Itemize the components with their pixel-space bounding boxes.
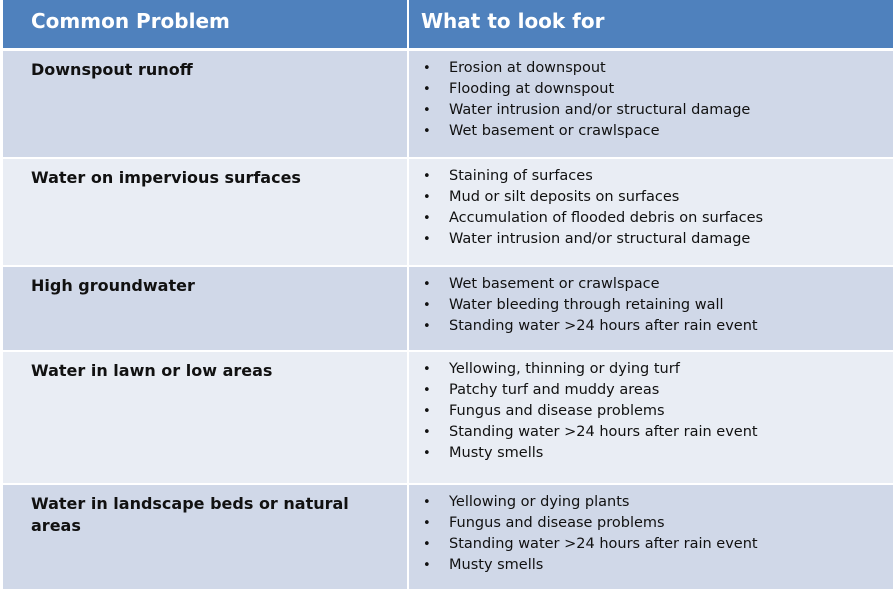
list-item-text: Yellowing, thinning or dying turf [449, 361, 680, 377]
list-item: • Yellowing or dying plants [423, 492, 893, 513]
bullet-icon: • [423, 60, 431, 76]
bullet-icon: • [423, 190, 431, 205]
bullet-icon: • [423, 362, 431, 377]
problem-cell: High groundwater [3, 266, 409, 352]
list-item: • Water intrusion and/or structural damag… [423, 229, 893, 250]
look-for-list: • Staining of surfaces • Mud or silt depos… [409, 159, 893, 250]
list-item-text: Staining of surfaces [449, 168, 593, 184]
list-item: • Fungus and disease problems [423, 401, 893, 422]
list-item-text: Flooding at downspout [449, 80, 615, 97]
table-row: High groundwater • Wet basement or crawls… [3, 266, 894, 352]
bullet-icon: • [423, 123, 431, 139]
list-item-text: Water bleeding through retaining wall [449, 297, 724, 313]
list-item: • Standing water >24 hours after rain eve… [423, 534, 893, 555]
bullet-icon: • [423, 446, 431, 461]
problem-label: Water on impervious surfaces [31, 168, 301, 187]
bullet-icon: • [423, 425, 431, 440]
bullet-icon: • [423, 232, 431, 247]
look-for-list: • Erosion at downspout • Flooding at downs… [409, 51, 893, 142]
list-item-text: Standing water >24 hours after rain even… [449, 318, 758, 334]
problems-table-frame: Common Problem What to look for Downspou… [3, 0, 894, 590]
problem-cell: Water on impervious surfaces [3, 158, 409, 267]
header-common-problem: Common Problem [3, 0, 409, 51]
bullet-icon: • [423, 298, 431, 313]
bullet-icon: • [423, 211, 431, 226]
list-item: • Musty smells [423, 555, 893, 576]
list-item: • Staining of surfaces [423, 166, 893, 187]
list-item-text: Fungus and disease problems [449, 403, 665, 419]
problem-cell: Water in landscape beds or natural areas [3, 484, 409, 590]
bullet-icon: • [423, 383, 431, 398]
list-item-text: Wet basement or crawlspace [449, 122, 660, 139]
bullet-icon: • [423, 277, 431, 292]
problem-label: Downspout runoff [31, 59, 193, 79]
list-item: • Water intrusion and/or structural damag… [423, 100, 893, 121]
problem-label: High groundwater [31, 276, 195, 295]
list-item-text: Erosion at downspout [449, 59, 606, 76]
table-row: Water in landscape beds or natural areas… [3, 484, 894, 590]
problem-cell: Water in lawn or low areas [3, 351, 409, 485]
table-row: Water in lawn or low areas • Yellowing, t… [3, 351, 894, 485]
look-for-cell: • Staining of surfaces • Mud or silt depos… [408, 158, 894, 267]
list-item: • Wet basement or crawlspace [423, 274, 893, 295]
list-item-text: Mud or silt deposits on surfaces [449, 189, 680, 205]
list-item: • Mud or silt deposits on surfaces [423, 187, 893, 208]
list-item-text: Wet basement or crawlspace [449, 276, 660, 292]
look-for-list: • Yellowing, thinning or dying turf • Patc… [409, 352, 893, 464]
bullet-icon: • [423, 516, 431, 531]
list-item-text: Standing water >24 hours after rain even… [449, 424, 758, 440]
list-item: • Standing water >24 hours after rain eve… [423, 422, 893, 443]
list-item: • Wet basement or crawlspace [423, 121, 893, 142]
problem-label: Water in landscape beds or natural areas [31, 494, 349, 535]
list-item: • Flooding at downspout [423, 79, 893, 100]
list-item-text: Yellowing or dying plants [449, 494, 630, 510]
table-row: Downspout runoff • Erosion at downspout •… [3, 49, 894, 159]
look-for-cell: • Erosion at downspout • Flooding at downs… [408, 49, 894, 159]
table-header-row: Common Problem What to look for [3, 0, 894, 51]
bullet-icon: • [423, 81, 431, 97]
problems-table: Common Problem What to look for Downspou… [3, 0, 894, 590]
look-for-cell: • Wet basement or crawlspace • Water bleed… [408, 266, 894, 352]
list-item: • Standing water >24 hours after rain eve… [423, 316, 893, 337]
list-item-text: Water intrusion and/or structural damage [449, 101, 751, 118]
bullet-icon: • [423, 319, 431, 334]
list-item-text: Standing water >24 hours after rain even… [449, 536, 758, 552]
list-item-text: Musty smells [449, 557, 544, 573]
bullet-icon: • [423, 404, 431, 419]
list-item: • Fungus and disease problems [423, 513, 893, 534]
list-item-text: Patchy turf and muddy areas [449, 382, 660, 398]
list-item: • Yellowing, thinning or dying turf [423, 359, 893, 380]
bullet-icon: • [423, 537, 431, 552]
bullet-icon: • [423, 495, 431, 510]
list-item: • Water bleeding through retaining wall [423, 295, 893, 316]
list-item-text: Accumulation of flooded debris on surfac… [449, 210, 764, 226]
list-item: • Erosion at downspout [423, 58, 893, 79]
look-for-list: • Wet basement or crawlspace • Water bleed… [409, 267, 893, 337]
look-for-cell: • Yellowing or dying plants • Fungus and d… [408, 484, 894, 590]
look-for-list: • Yellowing or dying plants • Fungus and d… [409, 485, 893, 576]
bullet-icon: • [423, 102, 431, 118]
list-item: • Accumulation of flooded debris on surfa… [423, 208, 893, 229]
list-item-text: Musty smells [449, 445, 544, 461]
header-what-to-look-for: What to look for [408, 0, 894, 51]
bullet-icon: • [423, 169, 431, 184]
problem-cell: Downspout runoff [3, 49, 409, 159]
list-item-text: Fungus and disease problems [449, 515, 665, 531]
list-item-text: Water intrusion and/or structural damage [449, 231, 751, 247]
problem-label: Water in lawn or low areas [31, 361, 273, 380]
list-item: • Musty smells [423, 443, 893, 464]
look-for-cell: • Yellowing, thinning or dying turf • Patc… [408, 351, 894, 485]
table-row: Water on impervious surfaces • Staining o… [3, 158, 894, 267]
bullet-icon: • [423, 558, 431, 573]
list-item: • Patchy turf and muddy areas [423, 380, 893, 401]
